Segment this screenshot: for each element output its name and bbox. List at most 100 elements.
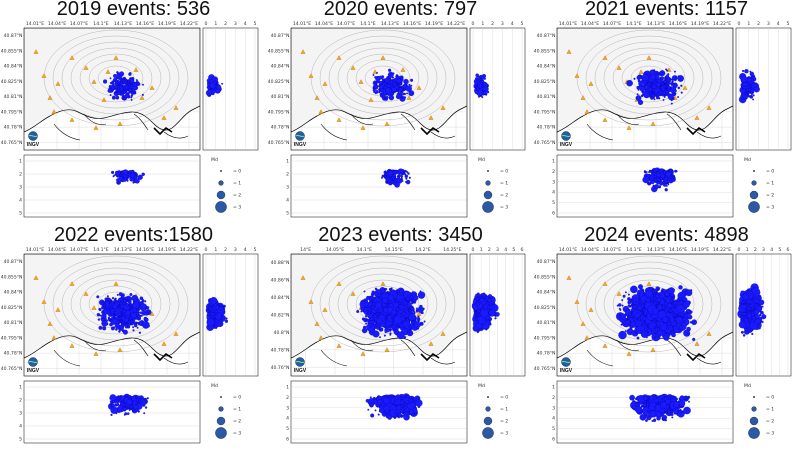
event-point	[356, 310, 360, 313]
event-point	[388, 300, 392, 304]
station-marker	[69, 55, 75, 60]
lon-tick-label: 14.19°E	[691, 21, 709, 27]
event-point	[419, 304, 423, 309]
event-point	[665, 68, 668, 71]
depth-event-point	[146, 397, 149, 400]
event-point	[117, 85, 120, 88]
depth-event-point	[417, 396, 420, 399]
legend-marker	[215, 201, 227, 213]
event-point	[669, 87, 672, 90]
event-point	[137, 82, 141, 86]
contour-line	[52, 35, 180, 121]
event-point	[406, 308, 410, 311]
depth-tick-label: 5	[286, 426, 289, 432]
station-marker	[602, 55, 608, 60]
depth-event-point	[657, 171, 661, 174]
side-event-point	[488, 309, 496, 317]
station-marker	[314, 95, 320, 100]
side-event-point	[485, 93, 488, 96]
depth-event-point	[642, 176, 650, 184]
depth-event-point	[126, 412, 130, 416]
event-point	[141, 93, 144, 96]
side-event-point	[215, 313, 218, 316]
event-point	[403, 83, 406, 86]
event-point	[114, 314, 117, 317]
legend-title: Md	[211, 157, 218, 163]
depth-event-point	[381, 174, 385, 178]
logo-text: INGV	[294, 142, 307, 148]
station-marker	[173, 105, 179, 110]
event-point	[677, 96, 680, 98]
depth-event-point	[129, 405, 133, 409]
station-marker	[694, 341, 700, 346]
panel-2020: 2020 events: 797 14.01°E 14.04°E 14.07°E 14…	[267, 0, 534, 226]
side-event-point	[222, 315, 226, 320]
station-marker	[41, 299, 47, 304]
side-event-point	[741, 88, 744, 90]
depth-event-point	[397, 174, 401, 177]
side-event-point	[752, 94, 755, 97]
depth-event-point	[387, 170, 394, 177]
event-point	[406, 330, 410, 333]
station-marker	[406, 95, 412, 100]
contour-line	[70, 47, 162, 109]
lon-tick-label: 14°E	[300, 247, 311, 253]
event-point	[379, 75, 382, 78]
depth-event-point	[645, 171, 648, 174]
depth-event-point	[403, 410, 406, 413]
chart-svg: 14.01°E 14.04°E 14.07°E 14.1°E 14.13°E 14.16°…	[1, 247, 259, 444]
mag-tick-label: 2	[491, 21, 494, 27]
depth-event-point	[400, 178, 402, 181]
event-point	[408, 309, 411, 312]
station-marker	[588, 307, 594, 312]
legend-label: = 3	[233, 205, 241, 211]
depth-tick-label: 5	[19, 437, 22, 443]
station-marker	[69, 343, 75, 348]
event-point	[373, 314, 377, 318]
station-marker	[336, 55, 342, 60]
legend-marker	[220, 170, 222, 172]
event-point	[102, 301, 104, 304]
depth-event-point	[128, 408, 131, 411]
depth-tick-label: 3	[19, 411, 22, 417]
depth-event-point	[398, 396, 402, 401]
event-point	[388, 95, 395, 101]
lon-tick-label: 14.19°E	[158, 21, 176, 27]
contour-line	[612, 53, 686, 103]
mag-tick-label: 4	[504, 247, 507, 253]
station-marker	[682, 85, 688, 90]
event-point	[122, 309, 126, 313]
event-point	[675, 75, 678, 78]
panel-title: 2023 events: 3450	[318, 224, 483, 246]
event-point	[130, 94, 134, 97]
depth-tick-label: 4	[286, 198, 289, 204]
mag-tick-label: 0	[205, 247, 208, 253]
depth-event-point	[650, 179, 655, 185]
event-point	[387, 73, 390, 76]
lon-tick-label: 14.01°E	[293, 21, 311, 27]
depth-event-point	[665, 184, 668, 187]
event-point	[416, 317, 421, 321]
event-point	[104, 301, 110, 307]
event-point	[101, 311, 104, 314]
mag-tick-label: 5	[521, 21, 524, 27]
lat-tick-label: 40.87°N	[271, 33, 290, 39]
event-point	[121, 95, 125, 99]
station-marker	[149, 85, 155, 90]
side-event-point	[208, 315, 211, 318]
side-event-point	[224, 319, 229, 323]
station-marker	[336, 117, 342, 122]
station-marker	[55, 81, 61, 86]
lon-tick-label: 14.15°E	[384, 247, 402, 253]
side-events	[205, 297, 229, 331]
station-marker	[360, 125, 366, 130]
event-point	[404, 318, 407, 321]
contour-line	[337, 273, 429, 335]
side-events	[473, 73, 490, 99]
mag-tick-label: 4	[244, 247, 247, 253]
contour-line	[346, 279, 420, 329]
lon-tick-label: 14.01°E	[26, 21, 44, 27]
event-point	[411, 301, 415, 304]
depth-event-point	[407, 411, 410, 414]
station-marker	[55, 307, 61, 312]
